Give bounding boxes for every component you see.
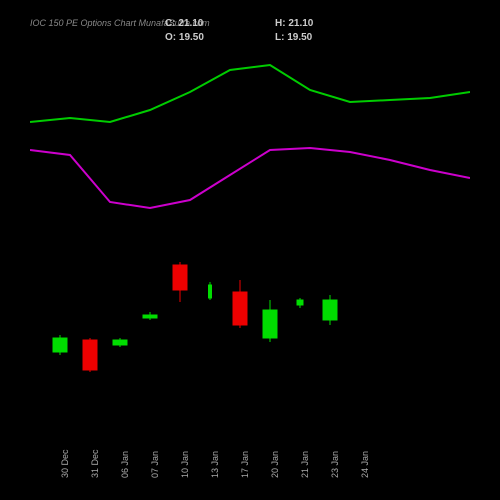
candle-body [233,292,247,325]
candle-body [53,338,67,352]
candle-body [143,315,157,318]
candle-body [297,300,303,305]
chart-svg [30,50,470,430]
x-axis-label: 07 Jan [150,451,162,478]
x-axis-label: 24 Jan [360,451,372,478]
x-axis-label: 31 Dec [90,449,102,478]
x-axis-labels: 30 Dec 31 Dec 06 Jan 07 Jan 10 Jan 13 Jan 17 J… [30,430,470,490]
x-axis-label: 06 Jan [120,451,132,478]
x-axis-label: 21 Jan [300,451,312,478]
candle-body [113,340,127,345]
ohlc-low: L: 19.50 [275,32,312,43]
ohlc-close: C: 21.10 [165,18,203,29]
upper-band-line [30,65,470,122]
x-axis-label: 30 Dec [60,449,72,478]
candle-body [209,285,212,298]
ohlc-open: O: 19.50 [165,32,204,43]
x-axis-label: 20 Jan [270,451,282,478]
candle-body [83,340,97,370]
ohlc-high: H: 21.10 [275,18,313,29]
x-axis-label: 23 Jan [330,451,342,478]
lower-band-line [30,148,470,208]
candle-body [323,300,337,320]
x-axis-label: 17 Jan [240,451,252,478]
candle-body [173,265,187,290]
x-axis-label: 10 Jan [180,451,192,478]
candle-body [263,310,277,338]
x-axis-label: 13 Jan [210,451,222,478]
